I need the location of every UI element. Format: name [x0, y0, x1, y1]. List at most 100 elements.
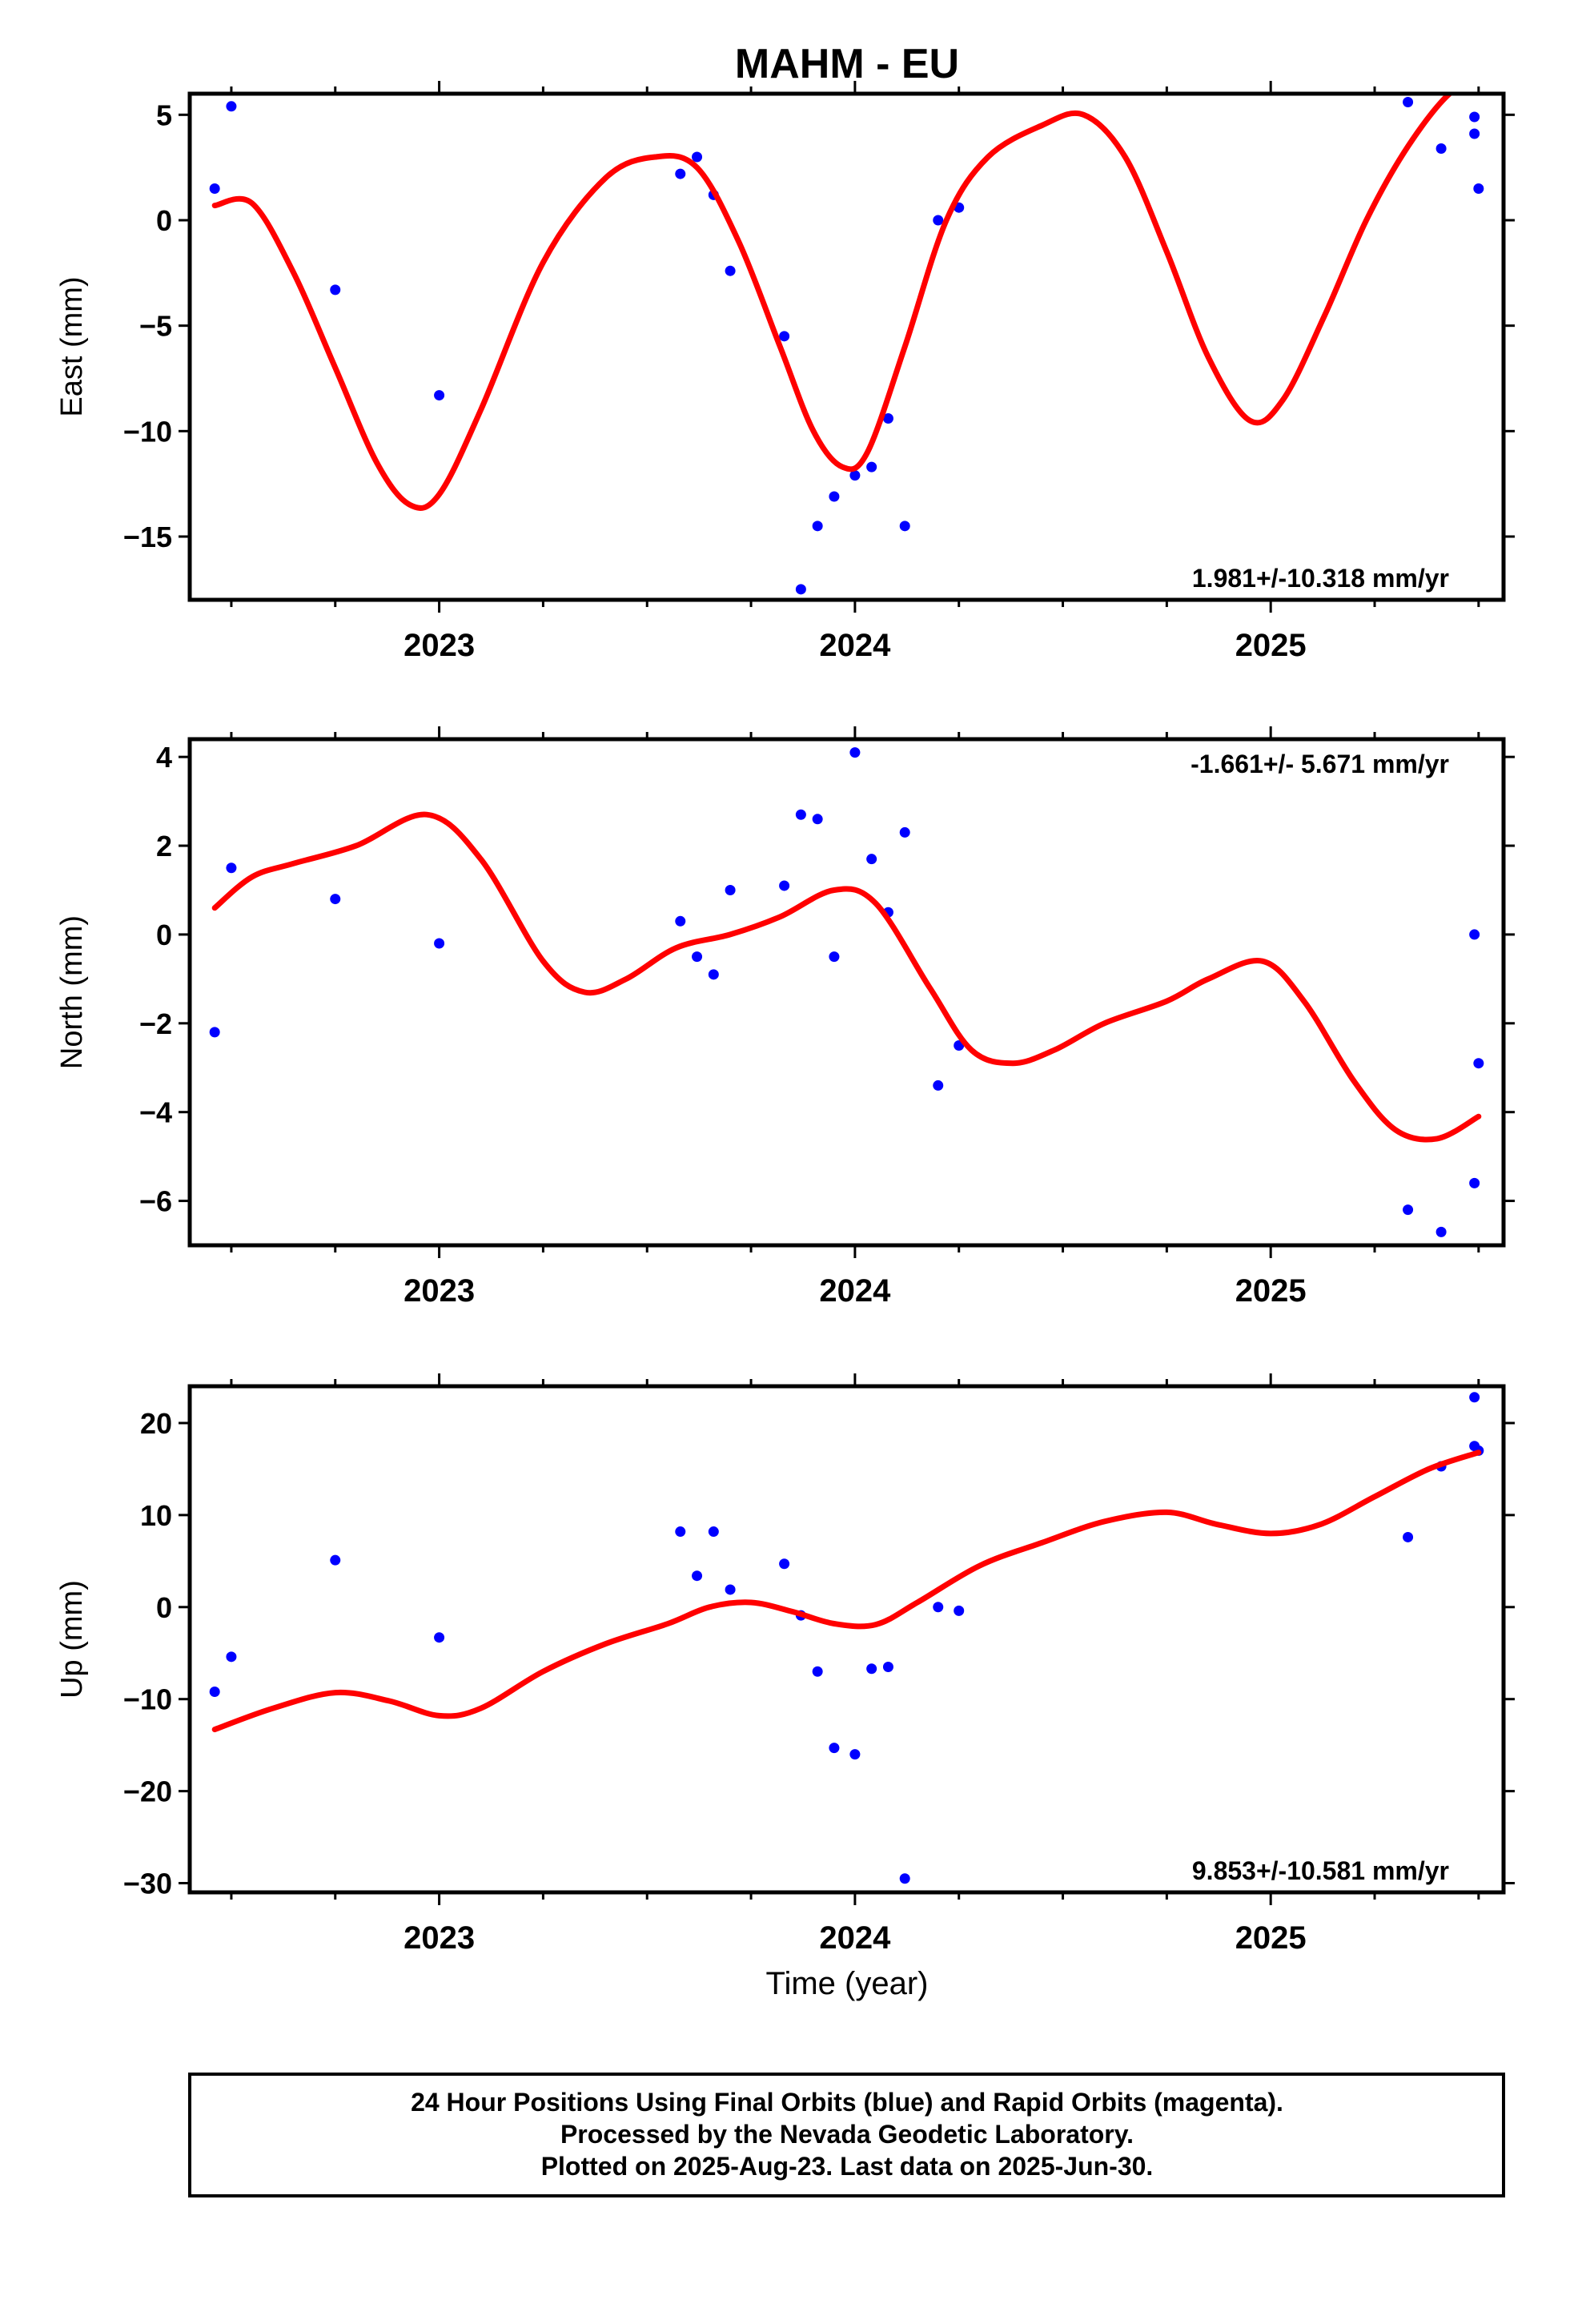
north-data-point-18 [1403, 1204, 1414, 1216]
east-data-point-16 [933, 215, 944, 226]
east-data-point-11 [829, 491, 840, 502]
north-ytick-label-4: −4 [139, 1096, 172, 1129]
east-fit-curve [211, 94, 1455, 511]
north-data-point-20 [1469, 929, 1480, 940]
north-xtick-label-2: 2025 [1235, 1273, 1307, 1309]
north-ytick-label-5: −6 [139, 1185, 172, 1218]
east-xtick-label-2: 2025 [1235, 628, 1307, 663]
footer-line-2: Processed by the Nevada Geodetic Laborat… [560, 2120, 1134, 2149]
up-fit-curve [211, 1449, 1482, 1733]
up-frame [187, 1384, 1506, 1895]
east-ytick-label-3: −10 [123, 415, 172, 448]
up-data-point-3 [434, 1632, 445, 1643]
north-fit-curve [211, 811, 1482, 1143]
up-data-point-16 [933, 1602, 944, 1613]
up-data-point-7 [725, 1584, 736, 1595]
up-data-point-11 [829, 1743, 840, 1754]
up-ytick-label-5: −30 [123, 1868, 172, 1900]
figure-title: MAHM - EU [735, 41, 959, 87]
east-data-point-3 [434, 390, 445, 401]
north-data-point-1 [226, 862, 237, 874]
north-ytick-label-0: 4 [156, 741, 172, 774]
east-data-point-10 [812, 521, 823, 532]
up-y-axis-label: Up (mm) [55, 1580, 89, 1699]
north-data-point-13 [866, 854, 877, 865]
north-data-point-6 [708, 969, 719, 980]
east-data-point-18 [1403, 97, 1414, 108]
east-data-point-14 [882, 413, 893, 424]
north-data-point-4 [675, 915, 686, 927]
north-data-point-3 [434, 938, 445, 949]
up-xtick-label-0: 2023 [404, 1920, 475, 1956]
north-xtick-label-0: 2023 [404, 1273, 475, 1309]
up-data-point-8 [779, 1558, 790, 1570]
north-data-point-7 [725, 884, 736, 895]
east-data-point-0 [209, 183, 220, 194]
east-panel: 5 0 −5 −10 −15 2023 2024 2025 East (mm) 1.981+/-1… [55, 81, 1515, 663]
east-ytick-label-1: 0 [156, 204, 172, 237]
up-data-point-13 [866, 1663, 877, 1675]
up-data-point-4 [675, 1526, 686, 1538]
up-plot-area [209, 1392, 1484, 1884]
up-data-point-6 [708, 1526, 719, 1538]
north-data-point-10 [812, 814, 823, 825]
north-data-point-21 [1469, 1177, 1480, 1188]
east-data-point-9 [795, 584, 806, 595]
east-data-point-12 [849, 470, 861, 481]
footer-line-1: 24 Hour Positions Using Final Orbits (bl… [411, 2088, 1283, 2117]
east-xtick-label-0: 2023 [404, 628, 475, 663]
east-frame [187, 91, 1506, 602]
east-data-point-13 [866, 461, 877, 472]
north-ytick-label-2: 0 [156, 919, 172, 951]
up-data-point-14 [882, 1661, 893, 1672]
east-data-point-15 [899, 521, 910, 532]
up-data-point-10 [812, 1666, 823, 1677]
north-data-point-11 [829, 951, 840, 963]
up-data-point-20 [1469, 1392, 1480, 1403]
east-plot-area [209, 94, 1484, 595]
east-data-point-20 [1469, 111, 1480, 123]
north-frame [187, 737, 1506, 1248]
north-ytick-label-3: −2 [139, 1007, 172, 1040]
up-data-point-18 [1403, 1531, 1414, 1542]
north-ytick-label-1: 2 [156, 830, 172, 862]
north-data-point-19 [1435, 1226, 1447, 1237]
east-xtick-label-1: 2024 [819, 628, 891, 663]
east-data-point-19 [1435, 143, 1447, 154]
up-ytick-label-0: 20 [140, 1407, 172, 1440]
up-data-point-17 [954, 1605, 965, 1616]
up-ytick-label-4: −20 [123, 1775, 172, 1808]
east-ytick-label-4: −15 [123, 521, 172, 553]
north-rate-label: -1.661+/- 5.671 mm/yr [1191, 750, 1449, 778]
north-data-point-16 [933, 1080, 944, 1091]
east-data-point-7 [725, 265, 736, 276]
east-data-point-4 [675, 168, 686, 179]
north-xtick-label-1: 2024 [819, 1273, 891, 1309]
up-data-point-12 [849, 1749, 861, 1760]
north-plot-area [209, 747, 1484, 1237]
x-axis-label: Time (year) [766, 1966, 929, 2001]
up-ytick-label-2: 0 [156, 1591, 172, 1624]
up-ytick-label-3: −10 [123, 1683, 172, 1716]
east-data-point-22 [1473, 183, 1484, 194]
up-ytick-label-1: 10 [140, 1499, 172, 1532]
up-rate-label: 9.853+/-10.581 mm/yr [1192, 1856, 1449, 1885]
north-data-point-9 [795, 809, 806, 820]
east-ytick-label-2: −5 [139, 310, 172, 343]
east-data-point-1 [226, 101, 237, 112]
up-data-point-15 [899, 1873, 910, 1884]
north-data-point-0 [209, 1027, 220, 1038]
east-rate-label: 1.981+/-10.318 mm/yr [1192, 564, 1449, 593]
east-data-point-21 [1469, 128, 1480, 139]
north-data-point-12 [849, 747, 861, 758]
up-data-point-2 [330, 1554, 341, 1566]
up-xtick-label-1: 2024 [819, 1920, 891, 1956]
up-data-point-0 [209, 1686, 220, 1697]
up-xtick-label-2: 2025 [1235, 1920, 1307, 1956]
east-data-point-8 [779, 331, 790, 342]
north-data-point-15 [899, 826, 910, 838]
north-panel: 4 2 0 −2 −4 −6 2023 2024 2025 North (mm) -1.661+/-… [55, 726, 1515, 1309]
east-data-point-2 [330, 284, 341, 296]
north-data-point-8 [779, 880, 790, 891]
